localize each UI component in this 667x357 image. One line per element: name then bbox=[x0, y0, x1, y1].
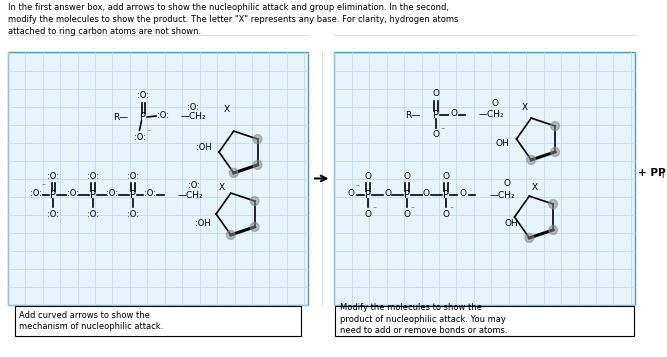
Text: :O:: :O: bbox=[127, 171, 139, 181]
Text: P: P bbox=[366, 190, 372, 200]
Text: ⁻: ⁻ bbox=[450, 205, 454, 213]
Text: :O:: :O: bbox=[47, 171, 59, 181]
Text: :O:: :O: bbox=[157, 111, 169, 120]
Text: :O:: :O: bbox=[107, 188, 119, 197]
Text: O: O bbox=[348, 188, 354, 197]
Text: P: P bbox=[130, 190, 136, 200]
Circle shape bbox=[525, 233, 534, 242]
Text: ⁻: ⁻ bbox=[41, 181, 45, 191]
Text: :O:: :O: bbox=[133, 132, 145, 141]
Text: O: O bbox=[365, 210, 372, 218]
Text: ⁻: ⁻ bbox=[356, 182, 360, 191]
Text: O: O bbox=[442, 171, 450, 181]
Circle shape bbox=[250, 222, 259, 231]
FancyBboxPatch shape bbox=[336, 306, 634, 336]
Text: —CH₂: —CH₂ bbox=[479, 110, 504, 119]
Text: :O:: :O: bbox=[137, 91, 149, 100]
Text: O: O bbox=[423, 188, 430, 197]
Text: O: O bbox=[404, 171, 410, 181]
Text: :O:: :O: bbox=[187, 102, 199, 111]
FancyBboxPatch shape bbox=[15, 306, 301, 336]
Text: X: X bbox=[219, 182, 225, 191]
Text: ⁻: ⁻ bbox=[372, 205, 376, 213]
Text: :O:: :O: bbox=[188, 181, 200, 190]
Text: O: O bbox=[460, 188, 467, 197]
Text: i: i bbox=[661, 171, 663, 180]
Text: O: O bbox=[433, 130, 440, 139]
Text: P: P bbox=[141, 112, 147, 122]
Text: P: P bbox=[50, 190, 56, 200]
Text: :O:: :O: bbox=[30, 188, 42, 197]
Text: :O:: :O: bbox=[67, 188, 79, 197]
Text: —CH₂: —CH₂ bbox=[490, 191, 515, 200]
Text: O: O bbox=[450, 109, 457, 117]
Text: O: O bbox=[404, 210, 410, 218]
Text: O: O bbox=[365, 171, 372, 181]
Text: O: O bbox=[433, 89, 440, 97]
Text: X: X bbox=[532, 182, 538, 191]
Text: —CH₂: —CH₂ bbox=[177, 191, 203, 200]
Text: P: P bbox=[404, 190, 410, 200]
Text: ⁻: ⁻ bbox=[146, 127, 151, 136]
Bar bbox=[334, 52, 635, 305]
Text: Add curved arrows to show the
mechanism of nucleophilic attack.: Add curved arrows to show the mechanism … bbox=[19, 311, 163, 331]
Circle shape bbox=[527, 155, 536, 165]
Circle shape bbox=[549, 200, 558, 208]
Text: In the first answer box, add arrows to show the nucleophilic attack and group el: In the first answer box, add arrows to s… bbox=[8, 3, 458, 36]
Text: X: X bbox=[522, 102, 528, 111]
Text: ⁻: ⁻ bbox=[441, 126, 445, 135]
Circle shape bbox=[253, 135, 262, 144]
Circle shape bbox=[551, 147, 560, 156]
Text: O: O bbox=[504, 178, 510, 187]
Text: O: O bbox=[384, 188, 391, 197]
Text: O: O bbox=[442, 210, 450, 218]
Text: —CH₂: —CH₂ bbox=[180, 111, 206, 121]
Text: O: O bbox=[492, 99, 499, 107]
Text: Modify the molecules to show the
product of nucleophilic attack. You may
need to: Modify the molecules to show the product… bbox=[340, 303, 508, 335]
Text: :OH: :OH bbox=[195, 142, 211, 151]
Text: ⁻: ⁻ bbox=[411, 205, 415, 213]
Circle shape bbox=[250, 197, 259, 206]
Circle shape bbox=[227, 230, 235, 240]
Text: X: X bbox=[223, 105, 230, 114]
Text: :O:: :O: bbox=[87, 171, 99, 181]
Circle shape bbox=[551, 122, 560, 131]
Text: OH: OH bbox=[495, 139, 509, 147]
Text: P: P bbox=[90, 190, 96, 200]
Circle shape bbox=[229, 169, 238, 177]
Text: + PP: + PP bbox=[638, 167, 665, 177]
Circle shape bbox=[253, 160, 262, 170]
Text: R—: R— bbox=[406, 111, 421, 120]
Bar bbox=[8, 52, 308, 305]
Text: :O:: :O: bbox=[87, 210, 99, 218]
Text: :O:: :O: bbox=[47, 210, 59, 218]
Text: :O:: :O: bbox=[144, 188, 156, 197]
Text: P: P bbox=[433, 110, 439, 120]
Text: :OH: :OH bbox=[195, 218, 210, 227]
Text: R—: R— bbox=[113, 112, 128, 121]
Text: :O:: :O: bbox=[127, 210, 139, 218]
Text: OH: OH bbox=[505, 218, 518, 227]
Circle shape bbox=[549, 225, 558, 235]
Text: P: P bbox=[443, 190, 449, 200]
